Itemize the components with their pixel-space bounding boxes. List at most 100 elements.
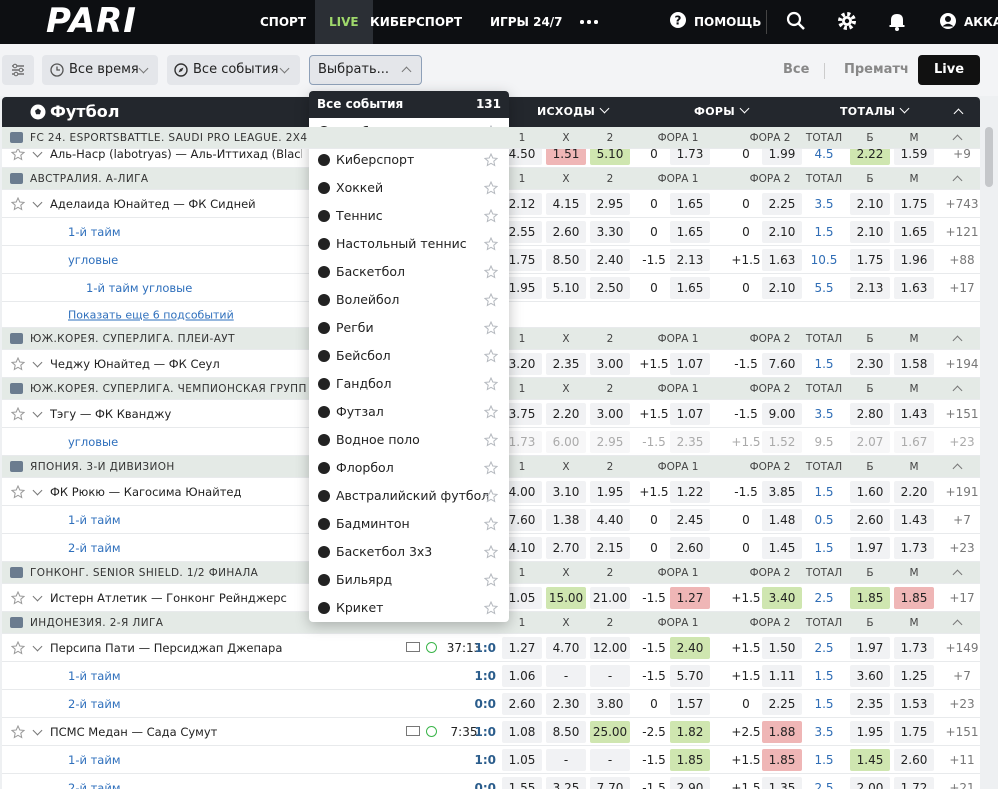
odds-cell[interactable]: 3.60 [850,664,890,687]
event-name[interactable]: 1-й тайм угловые [86,280,193,295]
sport-option[interactable]: Баскетбол 3х3 [309,538,509,566]
odds-cell[interactable]: 1.73 [894,536,934,559]
column-group[interactable]: ТОТАЛЫ [840,103,910,118]
odds-cell[interactable]: 1.38 [546,508,586,531]
odds-cell[interactable]: 1.82 [670,720,710,743]
odds-cell[interactable]: 2.70 [546,536,586,559]
odds-cell[interactable]: 1.75 [502,248,542,271]
odds-cell[interactable]: 2.10 [762,220,802,243]
expand[interactable] [32,407,43,418]
odds-cell[interactable]: 8.50 [546,720,586,743]
sport-option[interactable]: Футзал [309,398,509,426]
sub-row[interactable]: 2-й тайм 0:0 1.55 3.25 7.70 -1.5 2.90 +1.5 1.35 2… [2,774,980,789]
odds-cell[interactable]: 3.40 [762,586,802,609]
event-name[interactable]: Аделаида Юнайтед — ФК Сидней [50,196,256,211]
odds-cell[interactable]: 1.85 [894,586,934,609]
sport-option[interactable]: Бейсбол [309,342,509,370]
odds-cell[interactable]: 1.63 [894,276,934,299]
favorite-star[interactable] [484,181,498,195]
odds-cell[interactable]: 2.60 [670,536,710,559]
more-markets[interactable]: +149 [945,640,979,655]
more-markets[interactable]: +191 [945,484,979,499]
odds-cell[interactable]: 7.60 [762,352,802,375]
odds-cell[interactable]: 4.15 [546,192,586,215]
odds-cell[interactable]: 7.70 [590,776,630,789]
collapse[interactable] [952,619,963,630]
sport-option[interactable]: Гандбол [309,370,509,398]
odds-cell[interactable]: 1.45 [850,748,890,771]
collapse[interactable] [952,175,963,186]
sport-option[interactable]: Флорбол [309,454,509,482]
odds-cell[interactable]: 1.73 [894,636,934,659]
collapse[interactable] [952,335,963,346]
odds-cell[interactable]: 1.63 [762,248,802,271]
filter-settings[interactable] [2,55,34,85]
more-markets[interactable]: +151 [945,724,979,739]
odds-cell[interactable]: 1.60 [850,480,890,503]
sport-option[interactable]: Баскетбол [309,258,509,286]
sport-option[interactable]: Бильярд [309,566,509,594]
odds-cell[interactable]: 1.57 [670,692,710,715]
league-name[interactable]: FC 24. ESPORTSBATTLE. SAUDI PRO LEAGUE. … [30,131,308,144]
favorite-star[interactable] [11,484,25,499]
event-name[interactable]: 2-й тайм [68,780,121,789]
odds-cell[interactable]: 2.50 [590,276,630,299]
expand[interactable] [32,147,43,158]
sub-row[interactable]: 2-й тайм 0:0 2.60 2.30 3.80 0 1.57 0 2.25 1.5 2.35… [2,690,980,718]
event-name[interactable]: ФК Рюкю — Кагосима Юнайтед [50,484,242,499]
favorite-star[interactable] [484,293,498,307]
event-name[interactable]: 1-й тайм [68,668,121,683]
odds-cell[interactable]: 2.40 [590,248,630,271]
odds-cell[interactable]: 1.85 [850,586,890,609]
account-link[interactable]: АККАУ [964,15,998,29]
sub-row[interactable]: 1-й тайм 1:0 1.05- - -1.5 1.85 +1.5 1.85 1.5 1.45… [2,746,980,774]
collapse[interactable] [952,463,963,474]
odds-cell[interactable]: 2.30 [850,352,890,375]
odds-cell[interactable]: 9.00 [762,402,802,425]
odds-cell[interactable]: 1.07 [670,402,710,425]
odds-cell[interactable]: - [546,748,586,771]
favorite-star[interactable] [484,209,498,223]
more-markets[interactable]: +9 [953,146,971,161]
odds-cell[interactable]: 2.35 [546,352,586,375]
odds-cell[interactable]: 15.00 [546,586,586,609]
expand[interactable] [32,197,43,208]
odds-cell[interactable]: 2.55 [502,220,542,243]
odds-cell[interactable]: 1.43 [894,402,934,425]
collapse[interactable] [952,569,963,580]
event-name[interactable]: Персипа Пати — Персиджап Джепара [50,640,283,655]
event-name[interactable]: Аль-Наср (labotryas) — Аль-Иттихад (Blac… [50,146,302,161]
event-name[interactable]: 1-й тайм [68,752,121,767]
odds-cell[interactable]: 12.00 [590,636,630,659]
odds-cell[interactable]: 2.95 [590,192,630,215]
more-markets[interactable]: +11 [949,752,975,767]
odds-cell[interactable]: 1.48 [762,508,802,531]
event-name[interactable]: 1-й тайм [68,224,121,239]
odds-cell[interactable]: 1.27 [502,636,542,659]
odds-cell[interactable]: 2.60 [546,220,586,243]
odds-cell[interactable]: 1.25 [894,664,934,687]
odds-cell[interactable]: 5.70 [670,664,710,687]
odds-cell[interactable]: 1.95 [850,720,890,743]
favorite-star[interactable] [484,405,498,419]
match-row[interactable]: ПСМС Медан — Сада Сумут 7:35 1:0 1.08 8.50 25… [2,718,980,746]
event-name[interactable]: 2-й тайм [68,540,121,555]
odds-cell[interactable]: 7.60 [502,508,542,531]
more-markets[interactable]: +17 [949,280,975,295]
odds-cell[interactable]: 2.15 [590,536,630,559]
odds-cell[interactable]: 1.75 [894,720,934,743]
odds-cell[interactable]: 1.72 [894,776,934,789]
odds-cell[interactable]: 2.13 [850,276,890,299]
sport-option[interactable]: Австралийский футбол [309,482,509,510]
more-markets[interactable]: +17 [949,590,975,605]
match-row[interactable]: Персипа Пати — Персиджап Джепара 37:13 1:0… [2,634,980,662]
favorite-star[interactable] [484,321,498,335]
notifications-icon[interactable] [887,11,907,31]
favorite-star[interactable] [11,724,25,739]
more-menu[interactable] [580,20,598,24]
odds-cell[interactable]: 2.10 [762,276,802,299]
show-more-link[interactable]: Показать еще 6 подсобытий [68,308,234,321]
odds-cell[interactable]: 25.00 [590,720,630,743]
more-markets[interactable]: +194 [945,356,979,371]
events-filter[interactable]: Все события [167,55,300,85]
